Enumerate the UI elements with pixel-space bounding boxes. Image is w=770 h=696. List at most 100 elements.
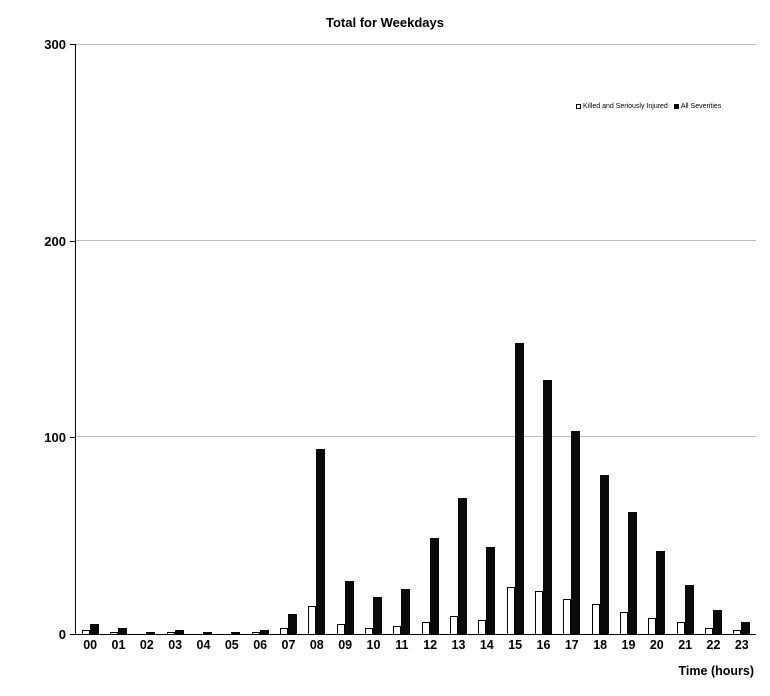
bar-group-04 xyxy=(189,44,217,634)
xtick-label-15: 15 xyxy=(508,638,523,652)
bar-ksi-12 xyxy=(421,622,430,634)
bar-ksi-00 xyxy=(81,630,90,634)
xtick-label-07: 07 xyxy=(281,638,296,652)
ytick-200 xyxy=(70,240,76,242)
xtick-label-12: 12 xyxy=(423,638,438,652)
bar-all-11 xyxy=(401,589,411,634)
bar-all-15 xyxy=(514,343,524,634)
ytick-label-100: 100 xyxy=(44,430,66,446)
xtick-label-18: 18 xyxy=(593,638,608,652)
gridline-300 xyxy=(76,44,756,45)
bar-all-22 xyxy=(712,610,722,634)
ytick-100 xyxy=(70,437,76,439)
bar-all-14 xyxy=(486,547,496,634)
bar-group-18 xyxy=(586,44,614,634)
bar-all-21 xyxy=(684,585,694,634)
legend-label-all: All Severities xyxy=(680,103,722,110)
bar-group-22 xyxy=(699,44,727,634)
xtick-label-06: 06 xyxy=(253,638,268,652)
bar-ksi-17 xyxy=(563,599,572,634)
bar-group-21 xyxy=(671,44,699,634)
bar-group-07 xyxy=(274,44,302,634)
gridline-100 xyxy=(76,436,756,438)
bar-ksi-14 xyxy=(478,620,487,634)
bar-group-10 xyxy=(359,44,387,634)
bar-all-06 xyxy=(259,630,269,634)
bar-ksi-13 xyxy=(449,616,458,634)
bar-ksi-06 xyxy=(251,632,260,634)
bar-ksi-11 xyxy=(393,626,402,634)
legend-swatch-ksi-icon xyxy=(576,104,581,109)
bar-ksi-09 xyxy=(336,624,345,634)
bar-ksi-21 xyxy=(676,622,685,634)
bar-group-16 xyxy=(529,44,557,634)
bar-group-06 xyxy=(246,44,274,634)
xtick-label-05: 05 xyxy=(224,638,239,652)
bar-ksi-16 xyxy=(534,591,543,634)
bar-all-13 xyxy=(457,498,467,634)
bar-all-00 xyxy=(89,624,99,634)
ytick-label-300: 300 xyxy=(44,37,66,52)
bar-all-17 xyxy=(571,431,581,634)
ytick-label-200: 200 xyxy=(44,233,66,249)
bar-all-01 xyxy=(117,628,127,634)
bar-group-17 xyxy=(558,44,586,634)
xtick-label-03: 03 xyxy=(168,638,183,652)
bar-group-02 xyxy=(133,44,161,634)
xtick-label-02: 02 xyxy=(139,638,154,652)
bar-ksi-08 xyxy=(308,606,317,634)
bar-all-18 xyxy=(599,475,609,634)
xtick-label-00: 00 xyxy=(83,638,98,652)
plot-area: 0 100 200 300 00 01 02 03 04 05 06 07 08 09 10 11 12 13 14… xyxy=(44,38,756,651)
bar-group-13 xyxy=(444,44,472,634)
ytick-0 xyxy=(70,634,76,635)
bar-group-11 xyxy=(388,44,416,634)
xtick-label-22: 22 xyxy=(706,638,721,652)
xtick-label-13: 13 xyxy=(451,638,466,652)
bar-ksi-22 xyxy=(704,628,713,634)
xtick-label-21: 21 xyxy=(678,638,693,652)
legend-swatch-all-icon xyxy=(673,104,679,109)
bar-group-00 xyxy=(76,44,104,634)
xtick-label-10: 10 xyxy=(366,638,381,652)
bar-all-03 xyxy=(174,630,184,634)
xtick-label-23: 23 xyxy=(734,638,749,652)
bar-group-03 xyxy=(161,44,189,634)
bar-group-12 xyxy=(416,44,444,634)
x-axis-title: Time (hours) xyxy=(678,664,754,678)
bar-ksi-10 xyxy=(364,628,373,634)
bar-all-05 xyxy=(231,632,241,634)
bar-ksi-19 xyxy=(619,612,628,634)
bar-all-23 xyxy=(741,622,751,634)
legend-label-ksi: Killed and Seriously Injured xyxy=(583,103,668,110)
bar-group-05 xyxy=(218,44,246,634)
bar-group-01 xyxy=(104,44,132,634)
bar-group-09 xyxy=(331,44,359,634)
bar-all-19 xyxy=(627,512,637,634)
bar-ksi-18 xyxy=(591,604,600,634)
ytick-label-0: 0 xyxy=(58,627,66,642)
bar-ksi-23 xyxy=(733,630,742,634)
xtick-label-11: 11 xyxy=(395,638,409,652)
bar-all-20 xyxy=(656,551,666,634)
legend-item-ksi: Killed and Seriously Injured xyxy=(576,103,668,110)
legend-item-all: All Severities xyxy=(673,103,722,110)
xtick-label-20: 20 xyxy=(649,638,664,652)
bar-group-20 xyxy=(643,44,671,634)
bar-all-08 xyxy=(316,449,326,634)
bar-ksi-07 xyxy=(279,628,288,634)
xtick-label-14: 14 xyxy=(479,638,494,652)
bar-ksi-01 xyxy=(109,632,118,634)
bar-all-04 xyxy=(202,632,212,634)
bar-group-15 xyxy=(501,44,529,634)
xtick-label-16: 16 xyxy=(536,638,551,652)
bar-group-19 xyxy=(614,44,642,634)
bar-all-02 xyxy=(146,632,156,634)
xtick-label-19: 19 xyxy=(621,638,636,652)
xtick-label-04: 04 xyxy=(196,638,211,652)
bar-ksi-03 xyxy=(166,632,175,634)
bar-all-10 xyxy=(372,597,382,634)
legend: Killed and Seriously Injured All Severit… xyxy=(576,103,721,110)
bar-group-08 xyxy=(303,44,331,634)
